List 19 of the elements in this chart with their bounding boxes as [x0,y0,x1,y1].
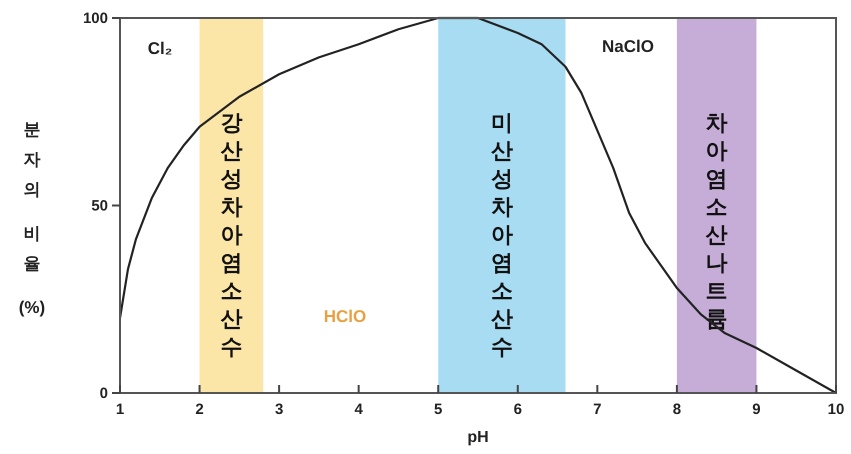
x-tick-label: 7 [593,401,602,418]
x-tick-label: 5 [434,401,442,418]
x-tick-label: 8 [672,401,682,418]
x-tick-label: 4 [354,401,364,418]
line-series [118,16,838,394]
x-tick-label: 10 [828,401,844,418]
x-tick-label: 3 [274,401,284,418]
y-tick-label: 0 [100,385,108,402]
y-tick-label: 100 [82,10,108,27]
annotation: HClO [324,307,366,326]
x-tick-label: 1 [116,401,124,418]
annotation: NaClO [602,37,654,56]
x-tick-label: 6 [514,401,522,418]
y-tick-label: 50 [91,198,108,214]
x-tick-label: 9 [752,401,761,418]
x-tick-label: 2 [195,401,204,418]
text: 분자의 비율 (%) [18,120,46,317]
annotation: Cl₂ [148,39,172,58]
x-axis-title: pH [467,429,489,446]
